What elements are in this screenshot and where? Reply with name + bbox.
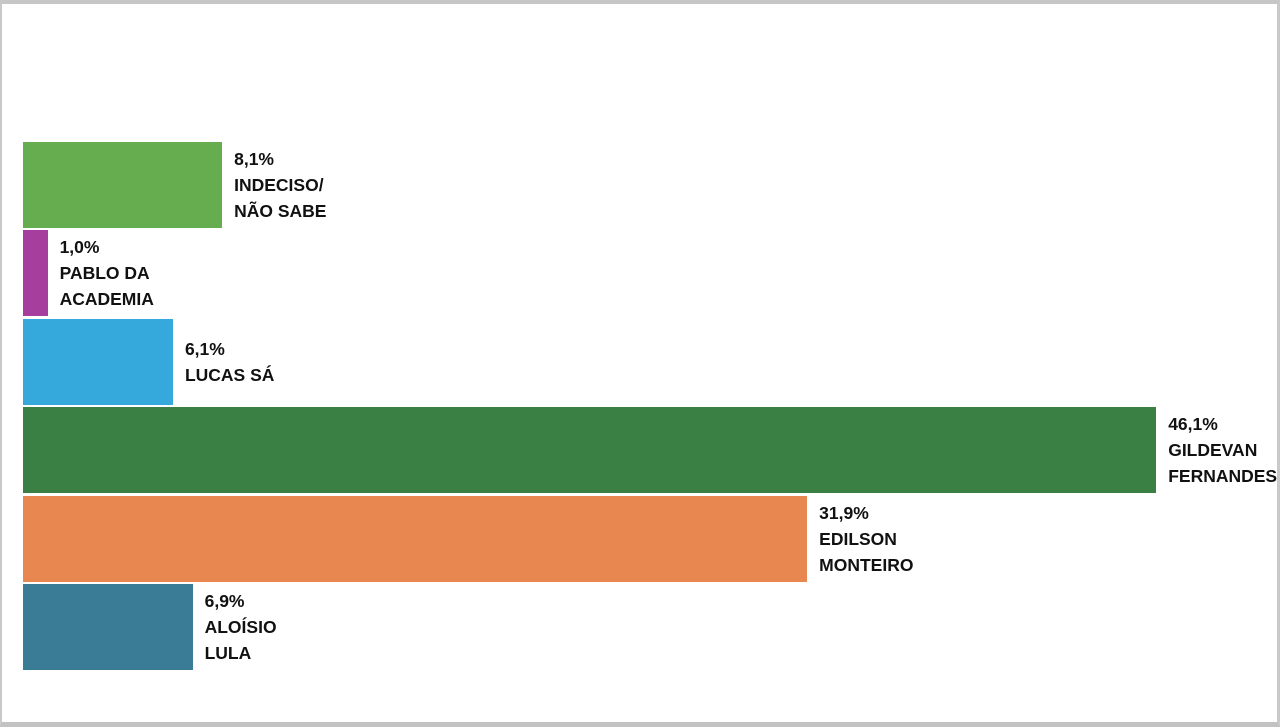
bar: [23, 318, 173, 405]
bar-label-block: 6,1% LUCAS SÁ: [185, 319, 274, 405]
value-label: 8,1%: [234, 149, 274, 169]
category-label: LULA: [204, 642, 252, 663]
bar: [23, 583, 193, 670]
bar-label-block: 46,1% GILDEVAN FERNANDES: [1168, 407, 1277, 493]
bar-chart: 8,1% INDECISO/NÃO SABE 1,0% PABLO DA ACADEMI…: [23, 142, 1277, 673]
category-label: ACADEMIA: [59, 289, 154, 310]
chart-row: 31,9% EDILSON MONTEIRO: [23, 495, 1257, 584]
bar: [23, 495, 808, 582]
chart-row: 46,1% GILDEVAN FERNANDES: [23, 407, 1277, 495]
value-label: 6,9%: [204, 590, 245, 611]
category-label: MONTEIRO: [819, 554, 914, 575]
bar: [23, 407, 1157, 494]
value-label: 31,9%: [819, 502, 869, 523]
value-label: 46,1%: [1168, 414, 1218, 435]
value-label: 6,1%: [184, 338, 225, 359]
category-label: GILDEVAN: [1168, 440, 1258, 461]
category-label: PABLO DA: [59, 263, 150, 284]
category-label: ALOÍSIO: [204, 616, 277, 637]
category-label: EDILSON: [819, 528, 897, 549]
bar-label-block: 31,9% EDILSON MONTEIRO: [819, 496, 913, 582]
category-label: LUCAS SÁ: [184, 364, 275, 385]
bar-label-block: 6,9% ALOÍSIO LULA: [205, 584, 277, 670]
value-label: 1,0%: [59, 237, 100, 258]
category-label: FERNANDES: [1168, 466, 1278, 487]
bar: [23, 142, 223, 228]
bar-label-block: 8,1% INDECISO/NÃO SABE: [234, 142, 326, 228]
chart-row: 1,0% PABLO DA ACADEMIA: [23, 230, 1257, 318]
category-label: INDECISO/: [234, 175, 324, 195]
bar-label-block: 1,0% PABLO DA ACADEMIA: [60, 230, 154, 316]
chart-row: 8,1% INDECISO/NÃO SABE: [23, 142, 1257, 230]
chart-row: 6,1% LUCAS SÁ: [23, 318, 1257, 407]
bar: [23, 230, 48, 317]
chart-row: 6,9% ALOÍSIO LULA: [23, 583, 1257, 672]
category-label: NÃO SABE: [234, 201, 327, 221]
